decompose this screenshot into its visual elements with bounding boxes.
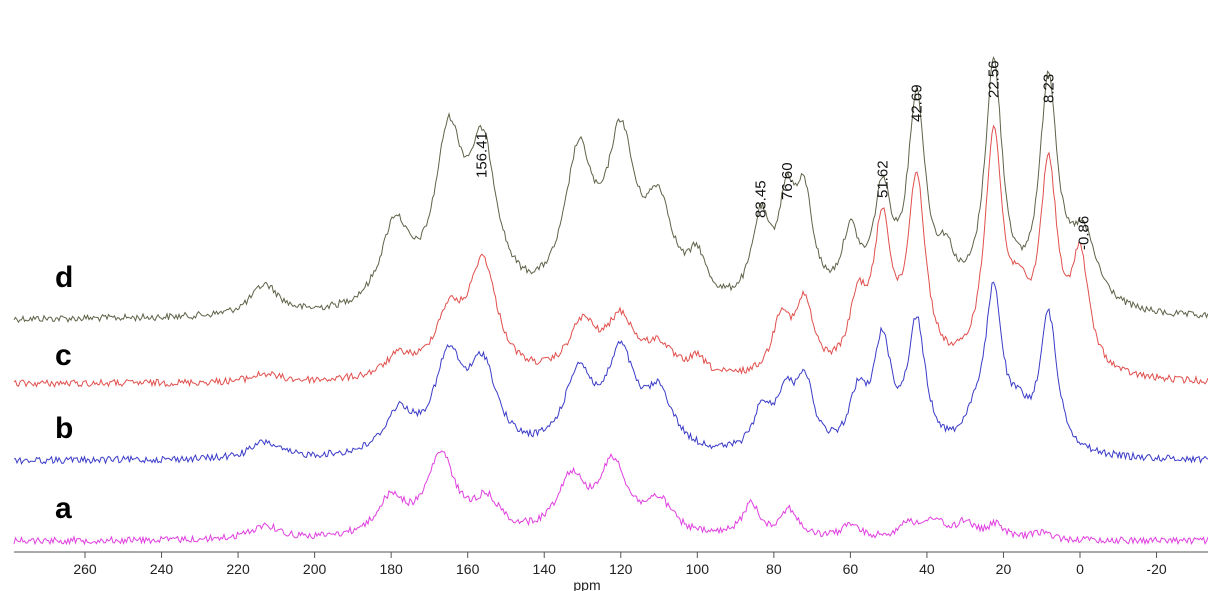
- trace-label-c: c: [55, 339, 72, 372]
- x-tick-label: 40: [919, 561, 935, 577]
- x-ticks: 260 240 220 200 180 160 140 120 100 80 60 40 20 0 -20: [73, 552, 1167, 577]
- peak-label: 156.41: [473, 132, 490, 178]
- peak-label: 42.69: [909, 84, 926, 122]
- x-tick-label: 20: [996, 561, 1012, 577]
- trace-label-d: d: [55, 261, 73, 294]
- spectrum-traces: [13, 55, 1208, 546]
- x-tick-label: 180: [379, 561, 403, 577]
- peak-label: 22.56: [986, 60, 1003, 98]
- peak-label: 8.23: [1041, 74, 1058, 103]
- trace-c: [13, 124, 1208, 388]
- x-tick-label: 80: [766, 561, 782, 577]
- peak-label: -0.86: [1075, 216, 1092, 250]
- x-axis-title: ppm: [573, 577, 600, 591]
- x-tick-label: -20: [1146, 561, 1166, 577]
- trace-labels: d c b a: [55, 261, 73, 525]
- x-tick-label: 260: [73, 561, 97, 577]
- x-tick-label: 100: [686, 561, 710, 577]
- trace-a: [13, 450, 1208, 546]
- trace-b: [14, 281, 1208, 465]
- trace-label-a: a: [55, 492, 72, 525]
- trace-label-b: b: [55, 412, 73, 445]
- x-tick-label: 0: [1076, 561, 1084, 577]
- trace-d: [13, 55, 1208, 324]
- x-tick-label: 140: [533, 561, 557, 577]
- x-tick-label: 200: [303, 561, 327, 577]
- peak-labels: 156.41 83.45 76.60 51.62 42.69 22.56 8.23 -0.86: [473, 60, 1092, 250]
- x-tick-label: 120: [609, 561, 633, 577]
- x-tick-label: 60: [843, 561, 859, 577]
- x-tick-label: 240: [150, 561, 174, 577]
- peak-label: 83.45: [753, 180, 770, 218]
- x-tick-label: 160: [456, 561, 480, 577]
- peak-label: 51.62: [875, 160, 892, 198]
- peak-label: 76.60: [779, 162, 796, 200]
- x-tick-label: 220: [226, 561, 250, 577]
- x-axis: 260 240 220 200 180 160 140 120 100 80 60 40 20 0 -20 …: [14, 551, 1208, 591]
